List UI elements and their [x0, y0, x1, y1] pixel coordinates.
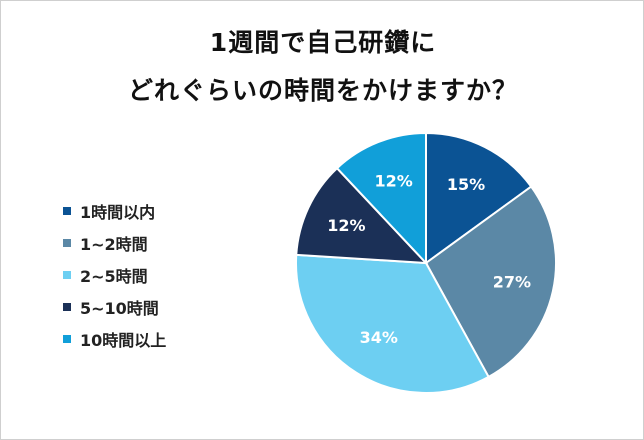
legend-swatch	[63, 271, 71, 279]
legend-label: 1時間以内	[80, 203, 156, 222]
chart-title-line-1: 1週間で自己研鑽に	[209, 28, 437, 57]
pie-slice	[424, 185, 557, 379]
legend-swatch	[63, 335, 71, 343]
pie-slice	[425, 131, 533, 265]
legend-item: 10時間以上	[63, 323, 166, 355]
pie-slice	[295, 166, 429, 265]
legend-label: 2~5時間	[80, 267, 148, 286]
slice-data-label: 12%	[327, 216, 365, 235]
slice-data-label: 34%	[360, 328, 398, 347]
slice-data-label: 12%	[374, 172, 412, 191]
pie-slice	[295, 253, 490, 394]
legend-item: 1~2時間	[63, 227, 166, 259]
chart-title-line-2: どれぐらいの時間をかけますか？	[127, 76, 518, 105]
slice-data-label: 15%	[447, 175, 485, 194]
legend: 1時間以内 1~2時間 2~5時間 5~10時間 10時間以上	[63, 195, 166, 355]
legend-item: 1時間以内	[63, 195, 166, 227]
legend-label: 5~10時間	[80, 299, 159, 318]
legend-swatch	[63, 239, 71, 247]
slice-data-label: 27%	[493, 273, 531, 292]
legend-swatch	[63, 303, 71, 311]
legend-label: 1~2時間	[80, 235, 148, 254]
legend-item: 5~10時間	[63, 291, 166, 323]
pie-slice	[335, 131, 427, 266]
legend-swatch	[63, 207, 71, 215]
legend-item: 2~5時間	[63, 259, 166, 291]
legend-label: 10時間以上	[80, 331, 167, 350]
